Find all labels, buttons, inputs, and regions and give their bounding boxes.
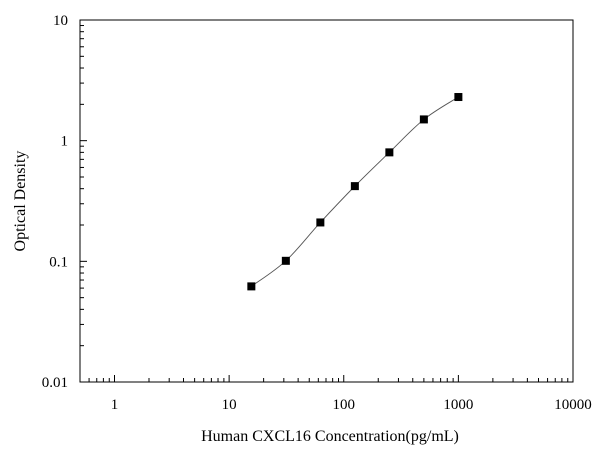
data-point [419,115,428,124]
x-tick-label: 1000 [443,397,473,413]
x-tick-label: 1 [111,397,119,413]
data-point [316,218,325,227]
data-point [247,282,256,291]
data-point [350,182,359,191]
labels-layer: 1 10 100 1000 10000 0.01 0.1 1 10 [42,13,592,413]
y-tick-label: 10 [53,13,68,29]
y-tick-label: 0.01 [42,375,68,391]
x-tick-label: 10000 [554,397,592,413]
ticks-layer [79,19,574,383]
x-tick-label: 10 [222,397,237,413]
data-point [281,256,290,265]
y-tick-label: 0.1 [49,254,68,270]
y-axis-title: Optical Density [12,151,29,252]
y-tick-label: 1 [61,134,69,150]
plot-frame [79,19,574,383]
data-point [385,148,394,157]
x-tick-label: 100 [333,397,356,413]
x-axis-title: Human CXCL16 Concentration(pg/mL) [201,428,459,445]
data-point [454,93,463,102]
points-layer [247,93,463,291]
